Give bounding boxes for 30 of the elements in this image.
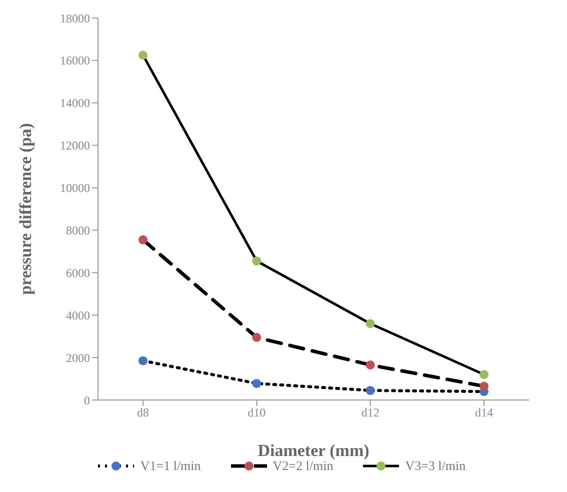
y-axis-title: pressure difference (pa): [16, 123, 36, 295]
x-axis-title: Diameter (mm): [258, 441, 370, 460]
y-tick-label: 16000: [60, 54, 90, 68]
point: [138, 356, 148, 366]
point: [366, 386, 375, 395]
x-tick-label: d10: [248, 406, 266, 420]
y-tick-label: 6000: [66, 266, 90, 280]
x-tick-label: d8: [137, 406, 149, 420]
point: [366, 360, 375, 370]
legend-label: V3=3 l/min: [405, 458, 466, 473]
x-tick-label: d12: [361, 406, 380, 420]
point: [252, 256, 262, 266]
y-tick-label: 4000: [66, 308, 90, 322]
y-tick-label: 8000: [66, 223, 90, 238]
point: [252, 378, 262, 388]
y-tick-label: 18000: [60, 11, 90, 26]
x-tick-label: d14: [475, 406, 493, 420]
y-tick-label: 0: [84, 393, 90, 408]
y-tick-label: 2000: [66, 350, 90, 365]
y-tick-label: 12000: [60, 138, 90, 153]
point: [138, 235, 148, 244]
point: [366, 319, 375, 328]
legend-label: V1=1 l/min: [139, 458, 201, 474]
y-tick-label: 14000: [60, 96, 90, 110]
point: [480, 382, 488, 391]
point: [480, 370, 488, 380]
y-tick-label: 10000: [60, 181, 90, 196]
point: [138, 50, 148, 60]
point: [252, 332, 262, 342]
legend-label: V2=2 l/min: [272, 458, 334, 474]
